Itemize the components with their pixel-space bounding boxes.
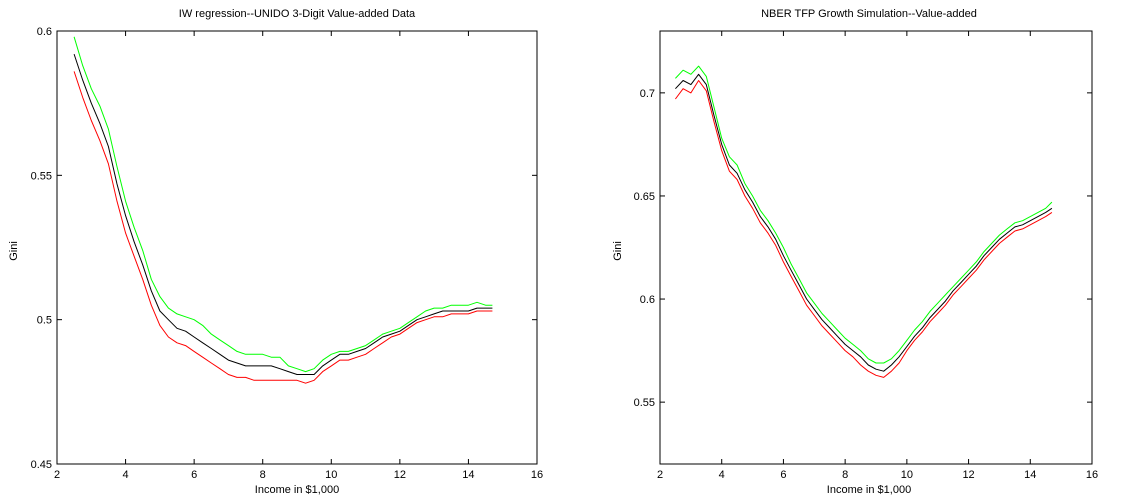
x-tick-label: 10 xyxy=(325,469,337,481)
y-tick-label: 0.6 xyxy=(640,294,655,306)
x-tick-label: 8 xyxy=(842,469,848,481)
x-tick-label: 16 xyxy=(531,469,543,481)
y-tick-label: 0.5 xyxy=(37,315,52,327)
plot-frame xyxy=(56,30,538,465)
right-chart: NBER TFP Growth Simulation--Value-added … xyxy=(612,8,1098,496)
series-line-2 xyxy=(675,73,1053,372)
series-line-1 xyxy=(675,65,1053,364)
series-line-1 xyxy=(73,36,493,373)
chart-title: NBER TFP Growth Simulation--Value-added xyxy=(761,8,977,20)
plot-area: 2 4 6 8 10 12 14 16 0.55 0.6 0.65 0.7 xyxy=(634,30,1098,481)
y-axis-label: Gini xyxy=(8,241,20,261)
x-tick-label: 2 xyxy=(657,469,663,481)
x-tick-label: 10 xyxy=(901,469,913,481)
series-line-3 xyxy=(674,80,1053,378)
y-tick-label: 0.6 xyxy=(37,26,52,38)
plot-area: 2 4 6 8 10 12 14 16 0.45 0.5 0.55 0.6 xyxy=(31,26,544,481)
left-chart-panel: IW regression--UNIDO 3-Digit Value-added… xyxy=(8,8,544,496)
y-axis-label: Gini xyxy=(612,241,624,261)
x-tick-label: 14 xyxy=(1024,469,1036,481)
chart-title: IW regression--UNIDO 3-Digit Value-added… xyxy=(179,8,416,20)
y-tick-label: 0.7 xyxy=(640,88,655,100)
x-tick-label: 12 xyxy=(394,469,406,481)
x-tick-label: 4 xyxy=(719,469,725,481)
series-line-3 xyxy=(73,71,493,384)
plot-frame xyxy=(659,30,1093,465)
left-chart: IW regression--UNIDO 3-Digit Value-added… xyxy=(8,8,544,496)
x-axis-label: Income in $1,000 xyxy=(255,484,339,496)
y-tick-label: 0.65 xyxy=(634,191,655,203)
x-tick-label: 6 xyxy=(780,469,786,481)
x-tick-label: 12 xyxy=(962,469,974,481)
x-tick-label: 16 xyxy=(1086,469,1098,481)
x-tick-label: 8 xyxy=(260,469,266,481)
y-tick-label: 0.45 xyxy=(31,459,52,471)
x-tick-label: 14 xyxy=(462,469,474,481)
right-chart-panel: NBER TFP Growth Simulation--Value-added … xyxy=(565,0,1129,497)
x-tick-label: 4 xyxy=(123,469,129,481)
x-tick-label: 2 xyxy=(54,469,60,481)
x-axis-label: Income in $1,000 xyxy=(827,484,911,496)
y-tick-label: 0.55 xyxy=(634,397,655,409)
y-tick-label: 0.55 xyxy=(31,170,52,182)
x-tick-label: 6 xyxy=(191,469,197,481)
series-line-2 xyxy=(73,53,493,375)
